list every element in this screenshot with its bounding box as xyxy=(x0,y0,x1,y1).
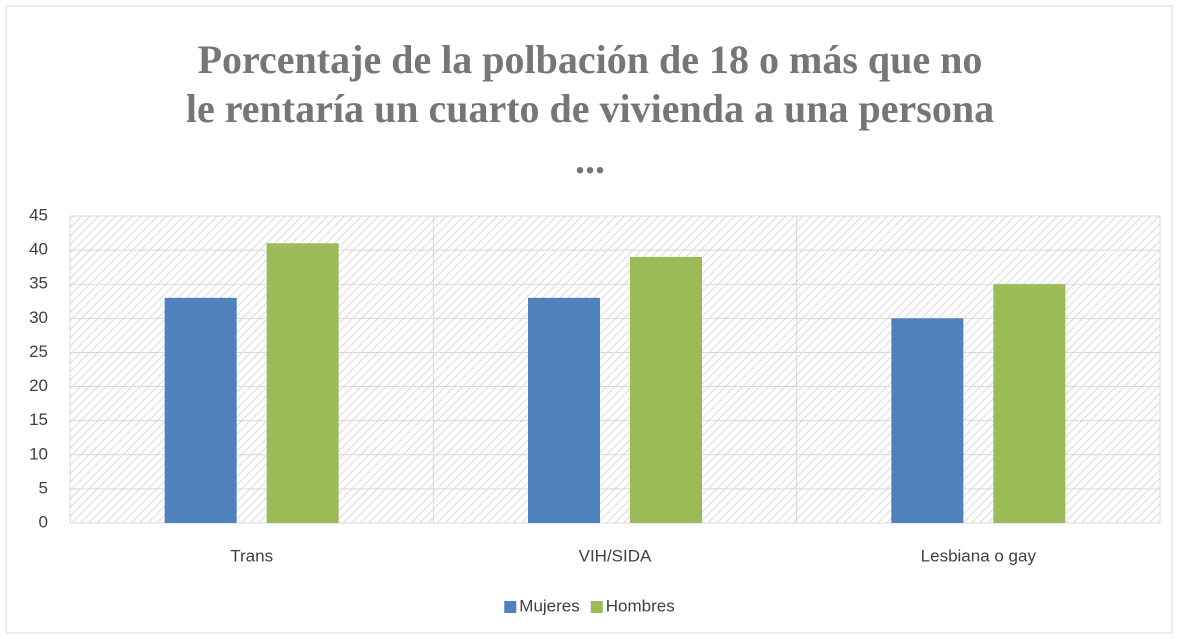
y-tick-label: 25 xyxy=(29,342,48,361)
bar xyxy=(891,318,964,523)
plot-area xyxy=(70,216,1160,523)
chart-title: le rentaría un cuarto de vivienda a una … xyxy=(186,86,994,131)
chart-title: Porcentaje de la polbación de 18 o más q… xyxy=(198,37,983,82)
y-tick-label: 35 xyxy=(29,274,48,293)
legend-label: Mujeres xyxy=(519,596,579,615)
x-tick-label: VIH/SIDA xyxy=(579,546,652,565)
y-tick-label: 0 xyxy=(39,512,48,531)
legend-swatch xyxy=(504,601,517,613)
bar xyxy=(528,297,600,523)
y-tick-label: 45 xyxy=(29,205,48,224)
bar xyxy=(266,243,339,524)
x-tick-label: Lesbiana o gay xyxy=(921,546,1037,565)
x-tick-label: Trans xyxy=(230,546,273,565)
y-tick-label: 40 xyxy=(29,240,48,259)
bar xyxy=(993,284,1066,523)
bar xyxy=(630,256,702,523)
y-tick-label: 30 xyxy=(29,308,48,327)
y-tick-label: 5 xyxy=(39,478,48,497)
legend-label: Hombres xyxy=(606,596,675,615)
y-tick-label: 20 xyxy=(29,376,48,395)
bar xyxy=(164,297,237,523)
y-tick-label: 10 xyxy=(29,444,48,463)
y-tick-label: 15 xyxy=(29,410,48,429)
legend-swatch xyxy=(590,601,603,613)
chart-title: ... xyxy=(575,137,605,182)
